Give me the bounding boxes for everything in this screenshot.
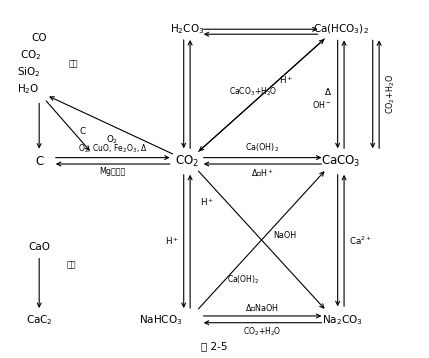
Text: CaCO$_3$: CaCO$_3$ [321,154,360,169]
Text: Ca(OH)$_2$: Ca(OH)$_2$ [245,141,279,154]
Text: H$^+$: H$^+$ [279,74,293,86]
Text: 高温: 高温 [67,261,76,270]
Text: Mg，点燃: Mg，点燃 [100,166,126,175]
Text: H$^+$: H$^+$ [165,236,179,247]
Text: CO$_2$: CO$_2$ [175,154,199,169]
Text: 高温: 高温 [69,60,79,69]
Text: C: C [35,155,43,168]
Text: NaOH: NaOH [274,231,296,240]
Text: CaO: CaO [28,242,50,252]
Text: CaCO$_3$+H$_2$O: CaCO$_3$+H$_2$O [229,86,277,98]
Text: Ca(OH)$_2$: Ca(OH)$_2$ [227,273,260,286]
Text: H$^+$: H$^+$ [200,196,214,208]
Text: Na$_2$CO$_3$: Na$_2$CO$_3$ [323,313,363,327]
Text: NaHCO$_3$: NaHCO$_3$ [139,313,183,327]
Text: $\Delta$，NaOH: $\Delta$，NaOH [245,303,279,313]
Text: $\Delta$，H$^+$: $\Delta$，H$^+$ [251,168,274,179]
Text: CaC$_2$: CaC$_2$ [26,313,53,327]
Text: 图 2-5: 图 2-5 [201,341,228,351]
Text: O$_2$, CuO, Fe$_2$O$_3$, $\Delta$: O$_2$, CuO, Fe$_2$O$_3$, $\Delta$ [78,142,148,155]
Text: O$_2$: O$_2$ [106,133,118,146]
Text: $\Delta$: $\Delta$ [324,86,332,97]
Text: CO: CO [31,33,47,43]
Text: H$_2$CO$_3$: H$_2$CO$_3$ [169,22,204,36]
Text: OH$^-$: OH$^-$ [312,98,332,110]
Text: Ca$^{2+}$: Ca$^{2+}$ [349,234,372,247]
Text: SiO$_2$: SiO$_2$ [17,65,40,79]
Text: C: C [80,127,86,136]
Text: CO$_2$+H$_2$O: CO$_2$+H$_2$O [243,325,281,338]
Text: CO$_2$: CO$_2$ [20,48,41,62]
Text: Ca(HCO$_3$)$_2$: Ca(HCO$_3$)$_2$ [313,23,369,36]
Text: H$_2$O: H$_2$O [17,82,40,96]
Text: CO$_2$+H$_2$O: CO$_2$+H$_2$O [384,74,397,114]
